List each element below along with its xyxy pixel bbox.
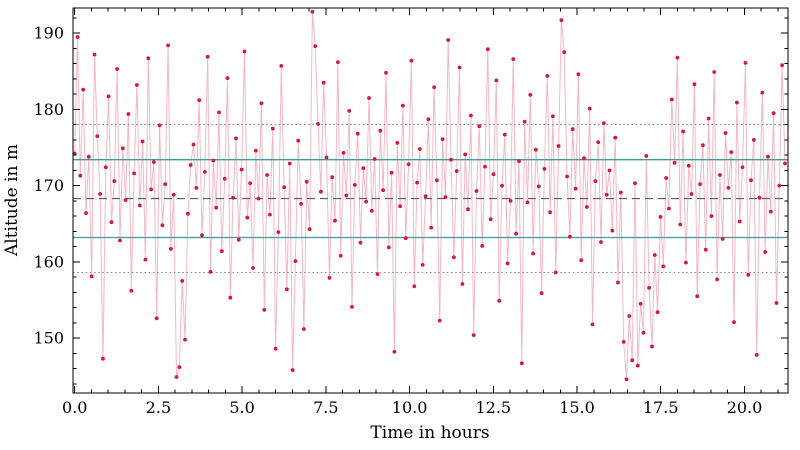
x-tick-label: 17.5 xyxy=(643,398,679,417)
y-tick-label: 160 xyxy=(33,252,64,271)
x-tick-label: 0.0 xyxy=(62,398,87,417)
x-tick-label: 2.5 xyxy=(146,398,171,417)
x-tick-label: 7.5 xyxy=(313,398,338,417)
y-tick-label: 170 xyxy=(33,176,64,195)
data-polyline xyxy=(74,11,786,380)
x-tick-label: 20.0 xyxy=(727,398,763,417)
x-tick-label: 5.0 xyxy=(229,398,254,417)
tick-labels: 0.0 2.5 5.0 7.5 10.0 12.5 15.0 17.5 20.0 150 160 17… xyxy=(33,24,762,417)
data-points xyxy=(73,9,787,382)
axis-ticks xyxy=(73,8,788,393)
y-tick-label: 150 xyxy=(33,329,64,348)
x-tick-label: 10.0 xyxy=(392,398,428,417)
y-tick-label: 190 xyxy=(33,24,64,43)
series-line-group xyxy=(74,11,786,380)
x-tick-label: 15.0 xyxy=(559,398,595,417)
x-tick-label: 12.5 xyxy=(475,398,511,417)
y-tick-label: 180 xyxy=(33,100,64,119)
